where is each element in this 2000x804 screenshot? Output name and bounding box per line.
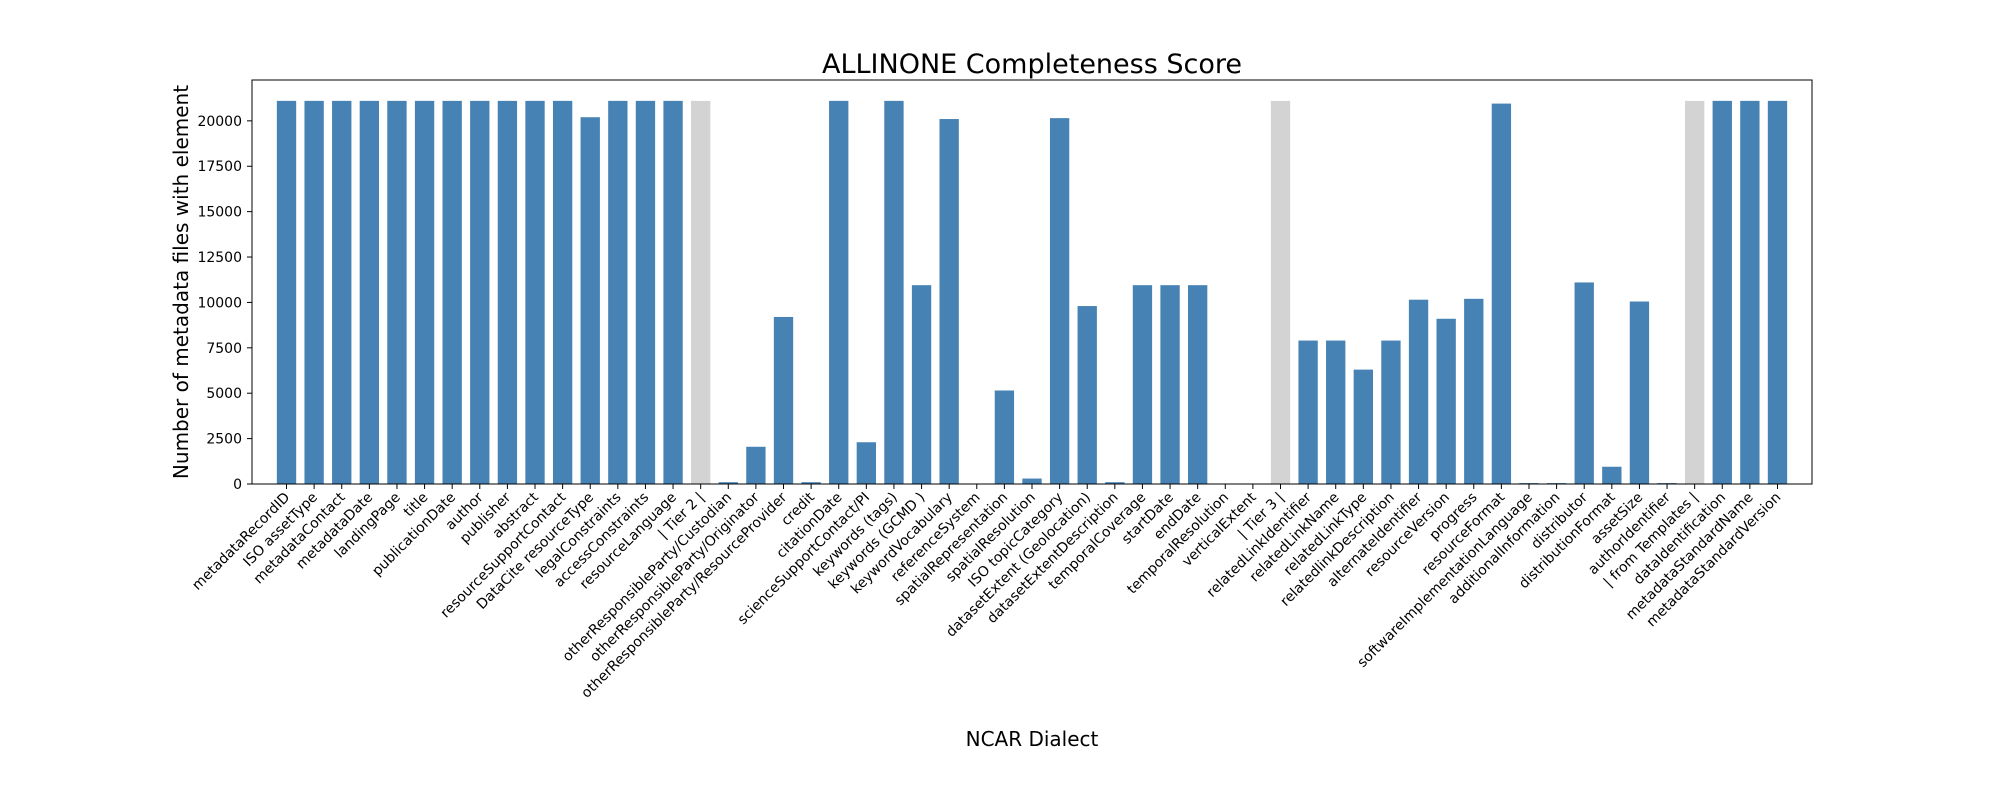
y-tick-label: 5000: [206, 386, 242, 402]
bar: [1022, 478, 1042, 484]
bar: [332, 100, 352, 484]
bar: [1464, 298, 1484, 484]
bar: [1740, 100, 1760, 484]
bar: [1077, 306, 1097, 484]
bar: [1684, 100, 1705, 484]
y-axis: 0 2500 5000 7500 10000 12500 15000 17500 20000: [197, 114, 252, 493]
x-axis-label: NCAR Dialect: [966, 727, 1099, 751]
bar: [1408, 299, 1429, 484]
y-tick-label: 17500: [197, 159, 242, 175]
bar: [387, 100, 407, 484]
bar: [580, 117, 600, 484]
bar: [1629, 301, 1650, 484]
bar: [1767, 100, 1788, 484]
bar: [1353, 369, 1373, 484]
bar: [497, 100, 518, 484]
bar: [359, 100, 380, 484]
bar: [1160, 285, 1180, 484]
chart-title: ALLINONE Completeness Score: [822, 49, 1242, 80]
bar: [1436, 318, 1456, 484]
bar: [1381, 340, 1401, 484]
bar: [525, 100, 545, 484]
y-tick-label: 10000: [197, 295, 242, 311]
bar: [884, 100, 904, 484]
bar: [304, 100, 324, 484]
bar: [718, 482, 738, 484]
bar: [1105, 482, 1125, 484]
bar: [414, 100, 435, 484]
bar: [635, 100, 656, 484]
y-tick-label: 0: [233, 477, 242, 493]
bar: [663, 100, 683, 484]
bar: [1574, 282, 1594, 484]
bar: [608, 100, 628, 484]
bar: [939, 119, 959, 484]
bar: [691, 100, 711, 484]
bar: [1270, 100, 1291, 484]
bar: [470, 100, 490, 484]
y-tick-label: 20000: [197, 114, 242, 130]
bar: [773, 316, 794, 484]
y-axis-label: Number of metadata files with element: [169, 85, 193, 479]
bar: [1188, 285, 1208, 484]
y-tick-label: 2500: [206, 432, 242, 448]
y-tick-label: 7500: [206, 341, 242, 357]
bar: [442, 100, 462, 484]
bar: [552, 100, 573, 484]
bar: [1049, 118, 1070, 484]
bar: [276, 100, 297, 484]
y-tick-label: 12500: [197, 250, 242, 266]
bar: [746, 446, 766, 484]
y-tick-label: 15000: [197, 205, 242, 221]
bar: [994, 390, 1015, 484]
bar: [911, 285, 932, 484]
bar: [1326, 340, 1346, 484]
bar: [1602, 466, 1622, 484]
bar: [829, 100, 849, 484]
bar: [856, 442, 876, 484]
bar: [1298, 340, 1318, 484]
bar: [801, 482, 821, 484]
bar: [1712, 100, 1732, 484]
bars-layer: [276, 100, 1788, 484]
bar: [1132, 285, 1153, 484]
bar: [1491, 103, 1512, 484]
